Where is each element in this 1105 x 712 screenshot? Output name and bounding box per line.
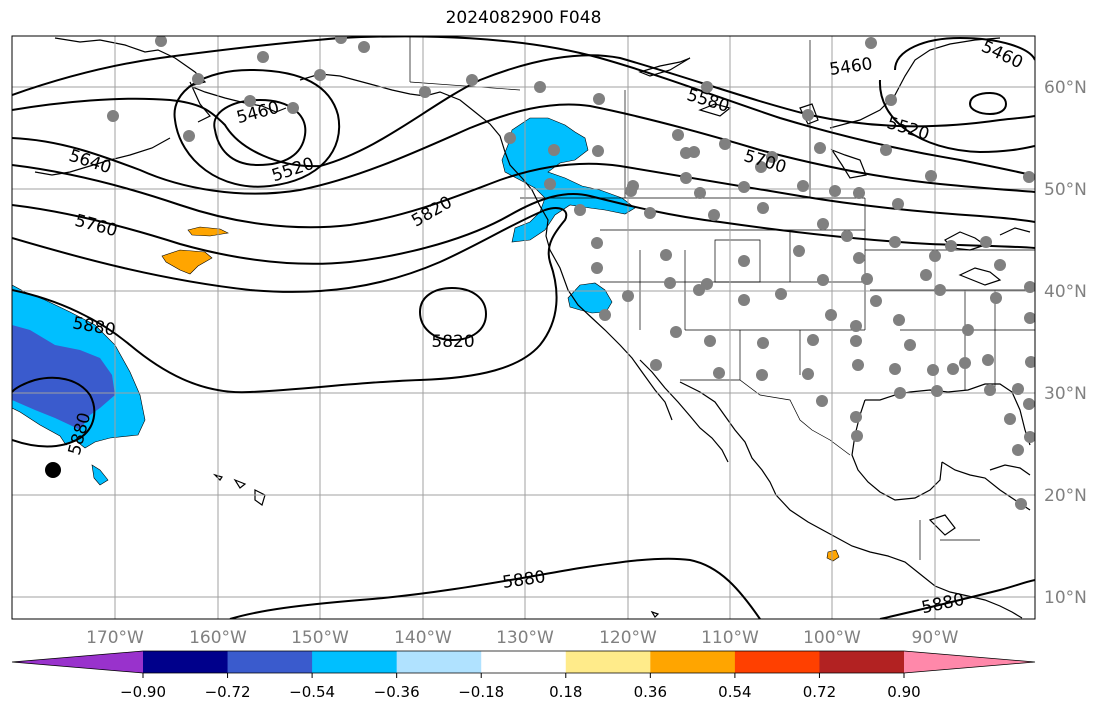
graticule <box>12 36 1035 619</box>
latitude-labels: 60°N 50°N 40°N 30°N 20°N 10°N <box>1044 78 1087 608</box>
colorbar-tick-label: −0.36 <box>374 683 420 701</box>
contour-small-ring <box>968 91 1008 116</box>
lon-label: 170°W <box>86 628 144 648</box>
colorbar-swatch <box>227 651 313 673</box>
contour-5520-high <box>878 79 1035 154</box>
colorbar-tick-label: 0.54 <box>718 683 751 701</box>
colorbar-swatch <box>565 651 651 673</box>
lat-label: 50°N <box>1044 180 1087 200</box>
colorbar-swatch <box>819 651 905 673</box>
colorbar-swatch <box>143 651 229 673</box>
map-title: 2024082900 F048 <box>445 8 602 28</box>
contour-5640 <box>12 103 1035 195</box>
contour-5520-north <box>12 54 1035 168</box>
colorbar-tick-label: −0.18 <box>458 683 504 701</box>
colorbar-extend-high <box>904 651 1035 673</box>
colorbar-tick-label: 0.72 <box>803 683 836 701</box>
lon-label: 130°W <box>496 628 554 648</box>
marker-dot <box>45 462 61 478</box>
lat-label: 10°N <box>1044 588 1087 608</box>
lon-label: 110°W <box>701 628 759 648</box>
lon-label: 100°W <box>803 628 861 648</box>
colorbar-tick-label: 0.18 <box>549 683 582 701</box>
colorbar-tick-label: −0.54 <box>289 683 335 701</box>
lat-label: 40°N <box>1044 282 1087 302</box>
contour-5820-closed <box>418 286 488 342</box>
contour-5760 <box>12 193 1035 265</box>
lon-label: 120°W <box>599 628 657 648</box>
colorbar-swatch <box>734 651 820 673</box>
contour-5460-low <box>213 98 307 167</box>
lon-label: 150°W <box>291 628 349 648</box>
lon-label: 160°W <box>189 628 247 648</box>
contour-5520-low <box>173 68 341 188</box>
colorbar-tick-label: −0.90 <box>120 683 166 701</box>
contour-label: 5820 <box>431 332 474 352</box>
colorbar-swatch <box>481 651 567 673</box>
contour-5460-high <box>894 36 1035 71</box>
colorbar-tick-label: −0.72 <box>205 683 251 701</box>
colorbar-swatch <box>396 651 482 673</box>
shading-blue-west <box>12 325 115 430</box>
colorbar-tick-label: 0.90 <box>887 683 920 701</box>
contour-5700 <box>12 162 1035 229</box>
shading-small-blue-west <box>91 464 109 486</box>
map-frame <box>11 35 1036 620</box>
colorbar-swatch <box>650 651 736 673</box>
shading-orange-c <box>826 549 840 562</box>
contour-5820-main <box>12 207 568 394</box>
height-contours <box>12 36 1035 619</box>
longitude-labels: 170°W 160°W 150°W 140°W 130°W 120°W 110°… <box>86 628 959 648</box>
lat-label: 30°N <box>1044 384 1087 404</box>
colorbar-tick-label: 0.36 <box>634 683 667 701</box>
contour-5880-west <box>12 376 96 448</box>
contour-5880-se <box>879 579 1035 619</box>
lat-label: 20°N <box>1044 486 1087 506</box>
shading-orange-a <box>161 249 213 275</box>
lat-label: 60°N <box>1044 78 1087 98</box>
lon-label: 140°W <box>394 628 452 648</box>
colorbar: −0.90 −0.72 −0.54 −0.36 −0.18 0.18 0.36 0.54 0.7… <box>11 650 1036 701</box>
station-dots <box>107 36 1035 510</box>
contour-5580-north <box>12 36 1035 177</box>
colorbar-extend-low <box>12 651 143 673</box>
colorbar-swatch <box>312 651 398 673</box>
shading-light-blue-pnw <box>501 117 636 243</box>
lon-label: 90°W <box>912 628 959 648</box>
contour-5880-south <box>229 557 761 619</box>
